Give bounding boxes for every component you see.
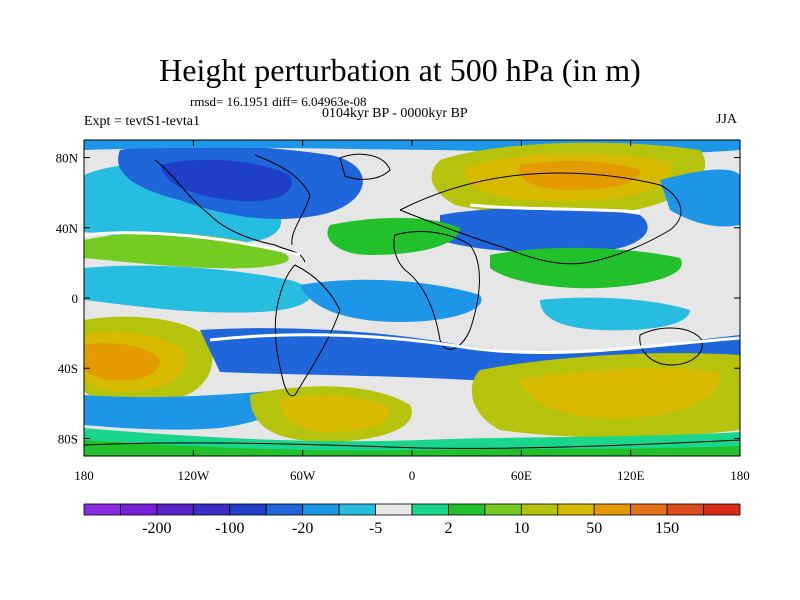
field-patch bbox=[84, 265, 312, 313]
colorbar-label: 10 bbox=[513, 520, 529, 537]
colorbar-box bbox=[302, 503, 340, 516]
colorbar-box bbox=[666, 503, 704, 516]
colorbar-box bbox=[703, 503, 741, 516]
field-patch bbox=[520, 368, 721, 419]
field-patch bbox=[300, 279, 482, 322]
field-patch bbox=[519, 160, 640, 190]
colorbar bbox=[83, 503, 741, 516]
colorbar-label: -5 bbox=[369, 520, 382, 537]
colorbar-box bbox=[83, 503, 121, 516]
lon-tick-label: 180 bbox=[730, 468, 750, 483]
coastline bbox=[254, 154, 311, 246]
field-patch bbox=[84, 390, 288, 430]
lon-tick-label: 60E bbox=[511, 468, 532, 483]
lat-tick-label: 80N bbox=[56, 151, 79, 166]
field-patch bbox=[280, 395, 391, 432]
lat-tick-label: 80S bbox=[58, 431, 78, 446]
colorbar-box bbox=[192, 503, 231, 516]
lat-tick-label: 0 bbox=[72, 291, 79, 306]
height-perturbation-field bbox=[84, 140, 740, 456]
map-title: Height perturbation at 500 hPa (in m) bbox=[159, 52, 641, 88]
lon-tick-label: 180 bbox=[74, 468, 94, 483]
tick-marks bbox=[83, 140, 741, 456]
lat-tick-label: 40S bbox=[58, 361, 78, 376]
colorbar-label: 2 bbox=[444, 520, 452, 537]
lon-tick-label: 0 bbox=[409, 468, 416, 483]
colorbar-box bbox=[593, 503, 632, 516]
latitude-labels: 80N 40N 0 40S 80S bbox=[56, 151, 79, 447]
contour-line bbox=[209, 333, 740, 354]
lon-tick-label: 120E bbox=[617, 468, 645, 483]
field-patch bbox=[84, 343, 160, 381]
experiment-label: Expt = tevtS1-tevta1 bbox=[84, 114, 200, 129]
colorbar-box bbox=[338, 503, 376, 516]
colorbar-box bbox=[120, 503, 158, 516]
rmsd-diff-stats: rmsd= 16.1951 diff= 6.04963e-08 bbox=[190, 94, 367, 109]
colorbar-box bbox=[448, 503, 486, 516]
coastline bbox=[339, 153, 391, 180]
colorbar-box bbox=[411, 503, 449, 516]
colorbar-box bbox=[375, 503, 413, 516]
contour-line bbox=[469, 203, 641, 214]
season-label: JJA bbox=[716, 112, 738, 127]
lat-tick-label: 40N bbox=[56, 221, 79, 236]
contour-line bbox=[84, 231, 301, 257]
coastline bbox=[84, 439, 740, 449]
colorbar-label: -100 bbox=[215, 520, 244, 537]
coastline bbox=[639, 327, 703, 366]
zero-contours bbox=[84, 203, 740, 354]
longitude-labels: 180 120W 60W 0 60E 120E 180 bbox=[74, 468, 750, 483]
colorbar-box bbox=[484, 503, 522, 516]
field-patch bbox=[490, 247, 682, 289]
coastline bbox=[154, 159, 306, 263]
coastlines bbox=[84, 153, 740, 449]
field-patch bbox=[540, 297, 690, 331]
lon-tick-label: 60W bbox=[290, 468, 316, 483]
field-patch bbox=[84, 440, 740, 456]
time-period: 0104kyr BP - 0000kyr BP bbox=[322, 106, 468, 121]
colorbar-box bbox=[229, 503, 267, 516]
field-patch bbox=[160, 159, 292, 202]
coastline bbox=[399, 172, 682, 265]
colorbar-box bbox=[265, 503, 304, 516]
colorbar-label: 50 bbox=[586, 520, 602, 537]
coastline bbox=[274, 264, 341, 397]
colorbar-label: -200 bbox=[142, 520, 171, 537]
colorbar-label: 150 bbox=[655, 520, 679, 537]
colorbar-box bbox=[520, 503, 559, 516]
colorbar-box bbox=[156, 503, 194, 516]
coastline bbox=[393, 231, 480, 350]
colorbar-box bbox=[630, 503, 668, 516]
field-patch bbox=[327, 217, 460, 255]
lon-tick-label: 120W bbox=[177, 468, 210, 483]
colorbar-label: -20 bbox=[292, 520, 313, 537]
colorbar-labels: -200 -100 -20 -5 2 10 50 150 bbox=[142, 520, 679, 537]
field-patch bbox=[660, 169, 740, 227]
colorbar-box bbox=[557, 503, 595, 516]
field-patch bbox=[440, 207, 648, 253]
